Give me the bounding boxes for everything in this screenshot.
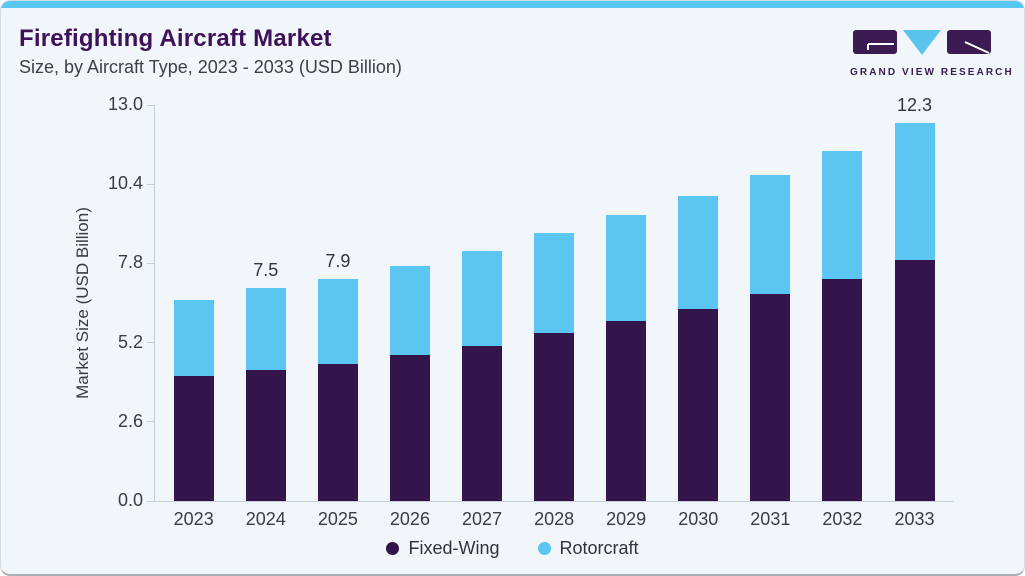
legend-dot-rotorcraft [537,542,551,555]
bar-value-label-2033: 12.3 [896,95,933,116]
y-tick-mark-7.8 [147,262,154,264]
bar-segment-fixed-wing-2027 [462,345,503,501]
y-tick-mark-10.4 [147,183,154,185]
chart-subtitle: Size, by Aircraft Type, 2023 - 2033 (USD… [19,57,402,77]
x-axis-label-2032: 2032 [822,509,863,529]
bar-segment-rotorcraft-2032 [822,150,863,279]
top-accent-strip [1,1,1024,8]
y-tick-mark-5.2 [147,342,154,344]
y-tick-label-7.8: 7.8 [117,252,143,273]
gvr-logo-text: GRAND VIEW RESEARCH [850,67,1014,78]
y-tick-label-2.6: 2.6 [117,410,143,431]
y-tick-mark-0.0 [147,500,154,502]
bar-segment-fixed-wing-2030 [678,309,719,501]
legend-label-rotorcraft: Rotorcraft [559,538,639,558]
y-tick-label-0.0: 0.0 [117,490,143,510]
gvr-logo: GRAND VIEW RESEARCH [850,27,1014,78]
bar-segment-rotorcraft-2025 [317,278,358,364]
x-axis-label-2033: 2033 [894,509,935,529]
bar-value-label-2024: 7.5 [253,259,279,280]
y-tick-mark-2.6 [147,421,154,423]
bar-segment-fixed-wing-2033 [894,260,935,501]
y-tick-mark-13.0 [147,104,154,106]
bar-segment-fixed-wing-2029 [606,321,647,501]
y-axis-title: Market Size (USD Billion) [73,207,92,399]
bar-segment-rotorcraft-2028 [534,232,575,334]
x-axis-label-2027: 2027 [461,509,503,529]
legend-item-fixed-wing: Fixed-Wing [386,538,500,559]
bar-value-label-2025: 7.9 [325,250,351,271]
x-axis-label-2026: 2026 [389,509,430,529]
bar-segment-rotorcraft-2033 [894,123,935,261]
bar-segment-rotorcraft-2031 [750,175,791,294]
bar-segment-rotorcraft-2027 [462,251,503,346]
x-axis-label-2029: 2029 [606,509,647,529]
bar-segment-fixed-wing-2025 [317,363,358,501]
legend-item-rotorcraft: Rotorcraft [537,538,639,559]
x-axis-label-2024: 2024 [245,509,286,529]
legend-label-fixed-wing: Fixed-Wing [408,538,500,558]
page-title: Firefighting Aircraft Market [19,25,332,52]
bar-segment-rotorcraft-2023 [173,299,214,377]
bar-segment-fixed-wing-2026 [389,354,430,501]
x-axis-label-2023: 2023 [173,509,214,529]
x-axis-label-2028: 2028 [534,509,575,529]
y-tick-label-5.2: 5.2 [117,331,143,352]
bar-segment-rotorcraft-2024 [245,287,286,370]
bar-segment-fixed-wing-2024 [245,370,286,501]
legend-dot-fixed-wing [386,542,400,555]
bar-segment-rotorcraft-2029 [606,214,647,322]
legend: Fixed-Wing Rotorcraft [1,538,1024,559]
bar-segment-rotorcraft-2030 [678,196,719,310]
bar-segment-fixed-wing-2032 [822,278,863,501]
y-tick-label-13.0: 13.0 [107,94,143,114]
y-tick-label-10.4: 10.4 [107,173,143,194]
plot-area: Market Size (USD Billion) 0.0 2.6 5.2 7.8 10… [73,94,954,529]
bar-segment-fixed-wing-2028 [534,333,575,501]
x-axis-label-2030: 2030 [678,509,719,529]
bar-segment-fixed-wing-2023 [173,376,214,501]
bar-segment-rotorcraft-2026 [389,266,430,355]
bar-segment-fixed-wing-2031 [750,293,791,501]
gvr-logo-icon [853,30,991,55]
x-axis-label-2031: 2031 [750,509,791,529]
x-axis-label-2025: 2025 [317,509,358,529]
